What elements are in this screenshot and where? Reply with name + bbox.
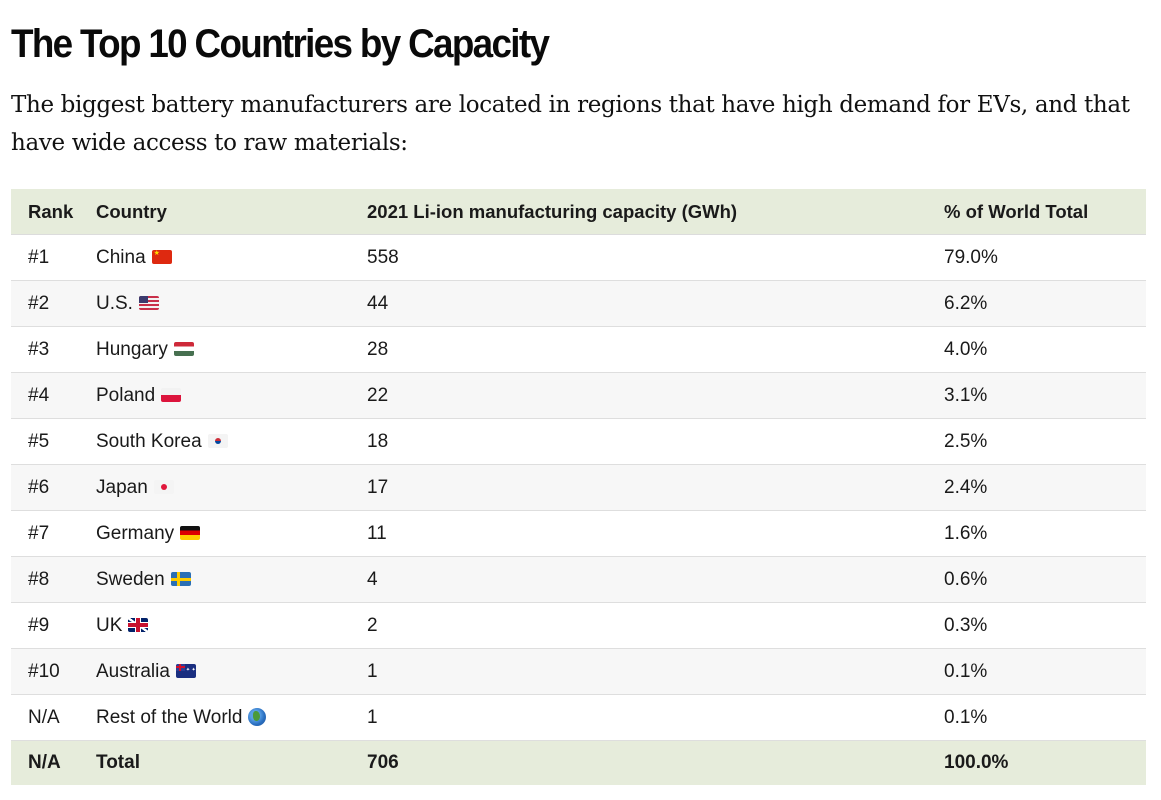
capacity-cell: 1: [367, 660, 378, 682]
share-cell: 79.0%: [944, 246, 998, 268]
table-header-row: Rank Country 2021 Li-ion manufacturing c…: [11, 189, 1146, 235]
country-name: Rest of the World: [96, 706, 243, 728]
table-row: #3 Hungary 28 4.0%: [11, 326, 1146, 373]
country-name: Japan: [96, 476, 148, 498]
australia-flag-icon: [175, 663, 196, 678]
total-rank-cell: N/A: [28, 752, 61, 773]
country-name: U.S.: [96, 292, 133, 314]
capacity-cell: 558: [367, 246, 399, 268]
total-label-cell: Total: [96, 752, 140, 773]
country-cell: Poland: [96, 373, 367, 419]
country-name: UK: [96, 614, 123, 636]
us-flag-icon: [138, 295, 159, 310]
rank-cell: #2: [28, 292, 50, 314]
header-rank: Rank: [11, 189, 96, 235]
share-cell: 0.6%: [944, 568, 988, 590]
capacity-cell: 4: [367, 568, 378, 590]
total-capacity-cell: 706: [367, 752, 399, 773]
share-cell: 1.6%: [944, 522, 988, 544]
poland-flag-icon: [161, 387, 182, 402]
country-cell: Japan: [96, 465, 367, 511]
country-name: Germany: [96, 522, 175, 544]
rank-cell: N/A: [28, 706, 60, 728]
rank-cell: #4: [28, 384, 50, 406]
share-cell: 4.0%: [944, 338, 988, 360]
country-name: Hungary: [96, 338, 168, 360]
country-cell: Rest of the World: [96, 695, 367, 741]
country-cell: China: [96, 235, 367, 281]
table-row: #1 China 558 79.0%: [11, 234, 1146, 281]
rank-cell: #5: [28, 430, 50, 452]
country-name: Poland: [96, 384, 156, 406]
total-share-cell: 100.0%: [944, 752, 1009, 773]
capacity-cell: 44: [367, 292, 389, 314]
uk-flag-icon: [128, 617, 149, 632]
japan-flag-icon: [153, 479, 174, 494]
capacity-cell: 18: [367, 430, 389, 452]
rank-cell: #10: [28, 660, 60, 682]
country-cell: Germany: [96, 511, 367, 557]
capacity-cell: 28: [367, 338, 389, 360]
capacity-cell: 17: [367, 476, 389, 498]
hungary-flag-icon: [173, 341, 194, 356]
capacity-cell: 11: [367, 522, 387, 544]
table-row: #10 Australia 1 0.1%: [11, 648, 1146, 695]
capacity-cell: 22: [367, 384, 389, 406]
country-cell: South Korea: [96, 419, 367, 465]
total-row: N/A Total 706 100.0%: [11, 740, 1146, 785]
rank-cell: #1: [28, 246, 50, 268]
share-cell: 0.1%: [944, 660, 988, 682]
country-cell: Australia: [96, 649, 367, 695]
country-name: Australia: [96, 660, 170, 682]
share-cell: 2.4%: [944, 476, 988, 498]
table-row: #5 South Korea 18 2.5%: [11, 418, 1146, 465]
rank-cell: #6: [28, 476, 50, 498]
country-cell: UK: [96, 603, 367, 649]
germany-flag-icon: [180, 525, 201, 540]
country-name: South Korea: [96, 430, 202, 452]
table-row: #6 Japan 17 2.4%: [11, 464, 1146, 511]
country-name: China: [96, 246, 146, 268]
capacity-cell: 2: [367, 614, 378, 636]
header-country: Country: [96, 189, 367, 235]
table-row: N/A Rest of the World 1 0.1%: [11, 694, 1146, 741]
rank-cell: #8: [28, 568, 50, 590]
capacity-cell: 1: [367, 706, 378, 728]
sweden-flag-icon: [170, 571, 191, 586]
rank-cell: #7: [28, 522, 50, 544]
south-korea-flag-icon: [207, 433, 228, 448]
intro-paragraph: The biggest battery manufacturers are lo…: [11, 92, 1130, 156]
country-cell: Sweden: [96, 557, 367, 603]
share-cell: 3.1%: [944, 384, 988, 406]
rank-cell: #3: [28, 338, 50, 360]
header-share: % of World Total: [944, 189, 1146, 235]
table-row: #2 U.S. 44 6.2%: [11, 280, 1146, 327]
country-cell: U.S.: [96, 281, 367, 327]
table-row: #8 Sweden 4 0.6%: [11, 556, 1146, 603]
table-row: #9 UK 2 0.3%: [11, 602, 1146, 649]
country-cell: Hungary: [96, 327, 367, 373]
share-cell: 0.3%: [944, 614, 988, 636]
capacity-table: Rank Country 2021 Li-ion manufacturing c…: [11, 189, 1146, 785]
table-row: #7 Germany 11 1.6%: [11, 510, 1146, 557]
page-title: The Top 10 Countries by Capacity: [11, 22, 550, 66]
share-cell: 6.2%: [944, 292, 988, 314]
share-cell: 0.1%: [944, 706, 988, 728]
table-row: #4 Poland 22 3.1%: [11, 372, 1146, 419]
country-name: Sweden: [96, 568, 165, 590]
rank-cell: #9: [28, 614, 50, 636]
globe-icon: [248, 707, 267, 726]
header-capacity: 2021 Li-ion manufacturing capacity (GWh): [367, 189, 944, 235]
china-flag-icon: [151, 249, 172, 264]
share-cell: 2.5%: [944, 430, 988, 452]
